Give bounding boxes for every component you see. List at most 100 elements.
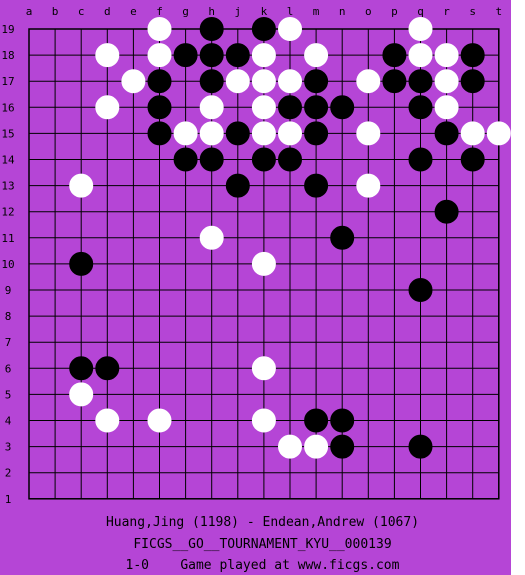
black-stone-h18[interactable] bbox=[199, 43, 224, 68]
white-stone-h15[interactable] bbox=[199, 121, 224, 146]
white-stone-o13[interactable] bbox=[356, 173, 381, 198]
white-stone-d4[interactable] bbox=[95, 408, 120, 433]
white-stone-c5[interactable] bbox=[69, 382, 94, 407]
white-stone-s15[interactable] bbox=[460, 121, 485, 146]
column-label: o bbox=[365, 5, 372, 18]
column-label: a bbox=[26, 5, 33, 18]
column-label: s bbox=[469, 5, 476, 18]
white-stone-f19[interactable] bbox=[147, 17, 172, 41]
row-label: 6 bbox=[5, 362, 12, 375]
white-stone-k15[interactable] bbox=[251, 121, 276, 146]
black-stone-j18[interactable] bbox=[225, 43, 250, 68]
white-stone-k10[interactable] bbox=[251, 251, 276, 276]
white-stone-k17[interactable] bbox=[251, 69, 276, 94]
black-stone-m15[interactable] bbox=[304, 121, 329, 146]
row-label: 11 bbox=[1, 232, 14, 245]
black-stone-f17[interactable] bbox=[147, 69, 172, 94]
black-stone-q9[interactable] bbox=[408, 278, 433, 302]
white-stone-c13[interactable] bbox=[69, 173, 94, 198]
white-stone-k6[interactable] bbox=[251, 356, 276, 381]
white-stone-r18[interactable] bbox=[434, 43, 459, 68]
white-stone-g15[interactable] bbox=[173, 121, 198, 146]
black-stone-f15[interactable] bbox=[147, 121, 172, 146]
black-stone-c6[interactable] bbox=[69, 356, 94, 381]
black-stone-h19[interactable] bbox=[199, 17, 224, 41]
black-stone-m13[interactable] bbox=[304, 173, 329, 198]
column-label: g bbox=[182, 5, 189, 18]
black-stone-m17[interactable] bbox=[304, 69, 329, 94]
white-stone-d16[interactable] bbox=[95, 95, 120, 120]
white-stone-o15[interactable] bbox=[356, 121, 381, 146]
white-stone-q19[interactable] bbox=[408, 17, 433, 41]
black-stone-s17[interactable] bbox=[460, 69, 485, 94]
white-stone-l15[interactable] bbox=[278, 121, 302, 146]
black-stone-r12[interactable] bbox=[434, 199, 459, 224]
white-stone-q18[interactable] bbox=[408, 43, 433, 68]
white-stone-r16[interactable] bbox=[434, 95, 459, 120]
white-stone-j17[interactable] bbox=[225, 69, 250, 94]
white-stone-k4[interactable] bbox=[251, 408, 276, 433]
row-label: 16 bbox=[1, 101, 14, 114]
column-label: d bbox=[104, 5, 111, 18]
white-stone-f4[interactable] bbox=[147, 408, 172, 433]
white-stone-l19[interactable] bbox=[278, 17, 302, 41]
column-label: e bbox=[130, 5, 137, 18]
black-stone-n3[interactable] bbox=[330, 434, 355, 459]
black-stone-n4[interactable] bbox=[330, 408, 355, 433]
tournament-line: FICGS__GO__TOURNAMENT_KYU__000139 bbox=[133, 537, 392, 552]
white-stone-k18[interactable] bbox=[251, 43, 276, 68]
row-label: 2 bbox=[5, 467, 12, 480]
black-stone-r15[interactable] bbox=[434, 121, 459, 146]
white-stone-f18[interactable] bbox=[147, 43, 172, 68]
black-stone-j13[interactable] bbox=[225, 173, 250, 198]
column-label: l bbox=[287, 5, 294, 18]
black-stone-q14[interactable] bbox=[408, 147, 433, 172]
white-stone-o17[interactable] bbox=[356, 69, 381, 94]
black-stone-q16[interactable] bbox=[408, 95, 433, 120]
black-stone-n16[interactable] bbox=[330, 95, 355, 120]
white-stone-e17[interactable] bbox=[121, 69, 146, 94]
black-stone-m4[interactable] bbox=[304, 408, 329, 433]
black-stone-k14[interactable] bbox=[251, 147, 276, 172]
players-line: Huang,Jing (1198) - Endean,Andrew (1067) bbox=[105, 515, 420, 530]
white-stone-k16[interactable] bbox=[251, 95, 276, 120]
black-stone-g14[interactable] bbox=[173, 147, 198, 172]
black-stone-n11[interactable] bbox=[330, 225, 355, 250]
black-stone-c10[interactable] bbox=[69, 251, 94, 276]
white-stone-h16[interactable] bbox=[199, 95, 224, 120]
column-label: b bbox=[52, 5, 59, 18]
white-stone-t15[interactable] bbox=[486, 121, 511, 146]
black-stone-g18[interactable] bbox=[173, 43, 198, 68]
row-label: 15 bbox=[1, 127, 14, 140]
column-label: p bbox=[391, 5, 398, 18]
white-stone-l3[interactable] bbox=[278, 434, 302, 459]
black-stone-p17[interactable] bbox=[382, 69, 407, 94]
row-label: 9 bbox=[5, 284, 12, 297]
black-stone-f16[interactable] bbox=[147, 95, 172, 120]
black-stone-s18[interactable] bbox=[460, 43, 485, 68]
black-stone-q3[interactable] bbox=[408, 434, 433, 459]
black-stone-m16[interactable] bbox=[304, 95, 329, 120]
row-label: 4 bbox=[5, 415, 12, 428]
white-stone-d18[interactable] bbox=[95, 43, 120, 68]
white-stone-m3[interactable] bbox=[304, 434, 329, 459]
white-stone-h11[interactable] bbox=[199, 225, 224, 250]
row-label: 18 bbox=[1, 49, 14, 62]
black-stone-p18[interactable] bbox=[382, 43, 407, 68]
black-stone-s14[interactable] bbox=[460, 147, 485, 172]
black-stone-j15[interactable] bbox=[225, 121, 250, 146]
black-stone-q17[interactable] bbox=[408, 69, 433, 94]
row-label: 12 bbox=[1, 206, 14, 219]
black-stone-l14[interactable] bbox=[278, 147, 302, 172]
white-stone-l17[interactable] bbox=[278, 69, 302, 94]
black-stone-l16[interactable] bbox=[278, 95, 302, 120]
black-stone-k19[interactable] bbox=[251, 17, 276, 41]
white-stone-m18[interactable] bbox=[304, 43, 329, 68]
white-stone-r17[interactable] bbox=[434, 69, 459, 94]
black-stone-h17[interactable] bbox=[199, 69, 224, 94]
column-label: f bbox=[156, 5, 163, 18]
black-stone-h14[interactable] bbox=[199, 147, 224, 172]
black-stone-d6[interactable] bbox=[95, 356, 120, 381]
column-label: j bbox=[234, 5, 241, 18]
